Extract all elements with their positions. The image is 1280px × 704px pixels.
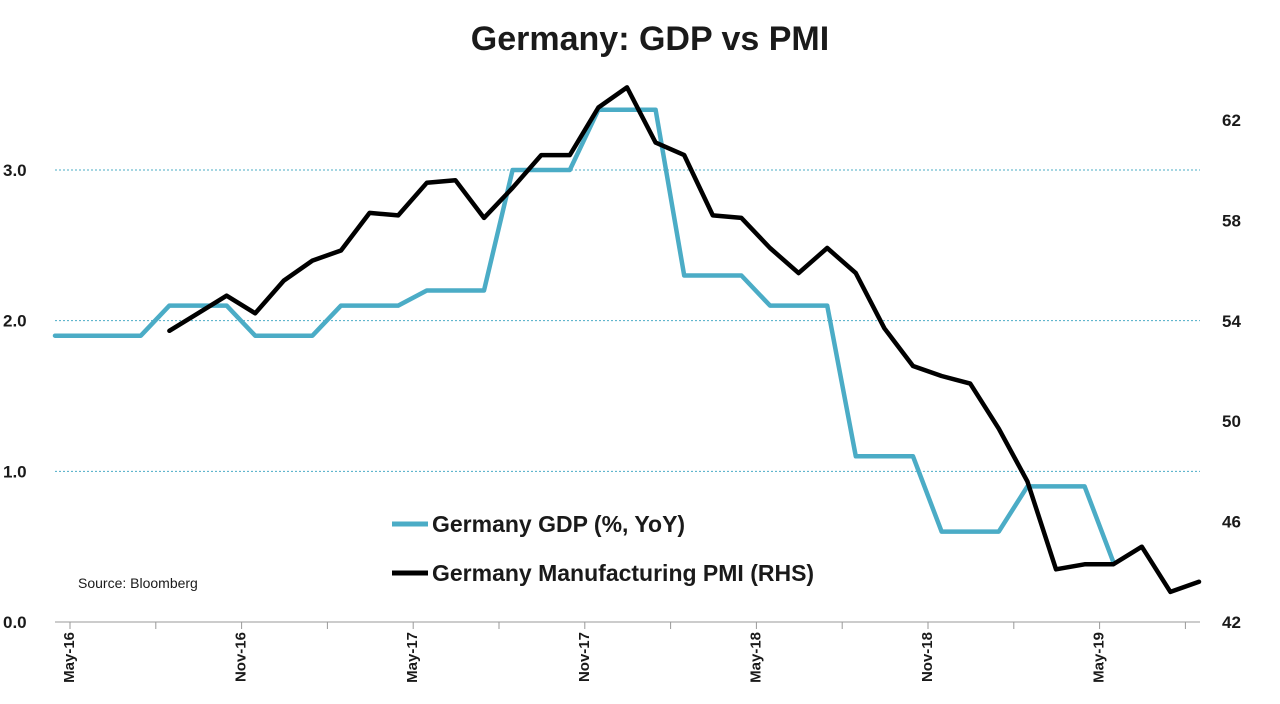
legend-label-pmi: Germany Manufacturing PMI (RHS) xyxy=(432,560,814,586)
axes: 0.0 1.0 2.0 3.0 42 46 50 54 58 62 May-16 Nov-16 May-… xyxy=(3,111,1241,683)
y-left-tick-label: 2.0 xyxy=(3,312,27,331)
y-right-tick-label: 58 xyxy=(1222,211,1241,230)
y-left-tick-label: 1.0 xyxy=(3,462,27,481)
series-line-pmi xyxy=(167,85,1202,595)
x-tick-label: May-18 xyxy=(747,632,764,683)
y-right-tick-label: 50 xyxy=(1222,412,1241,431)
y-left-tick-label: 3.0 xyxy=(3,161,27,180)
x-tick-label: May-19 xyxy=(1091,632,1108,683)
source-note: Source: Bloomberg xyxy=(78,575,198,591)
x-tick-label: Nov-17 xyxy=(576,632,593,682)
x-tick-label: May-16 xyxy=(61,632,78,683)
x-tick-label: Nov-16 xyxy=(233,632,250,682)
series xyxy=(52,85,1202,595)
y-right-tick-label: 42 xyxy=(1222,613,1241,632)
legend: Germany GDP (%, YoY) Germany Manufacturi… xyxy=(392,511,814,586)
x-tick-label: Nov-18 xyxy=(919,632,936,682)
y-left-tick-label: 0.0 xyxy=(3,613,27,632)
y-right-tick-label: 46 xyxy=(1222,513,1241,532)
y-right-tick-label: 62 xyxy=(1222,111,1241,130)
grid xyxy=(55,169,1200,472)
chart-title: Germany: GDP vs PMI xyxy=(471,20,829,58)
legend-label-gdp: Germany GDP (%, YoY) xyxy=(432,511,685,537)
series-line-gdp xyxy=(52,107,1116,564)
y-right-tick-label: 54 xyxy=(1222,312,1241,331)
x-tick-label: May-17 xyxy=(404,632,421,683)
